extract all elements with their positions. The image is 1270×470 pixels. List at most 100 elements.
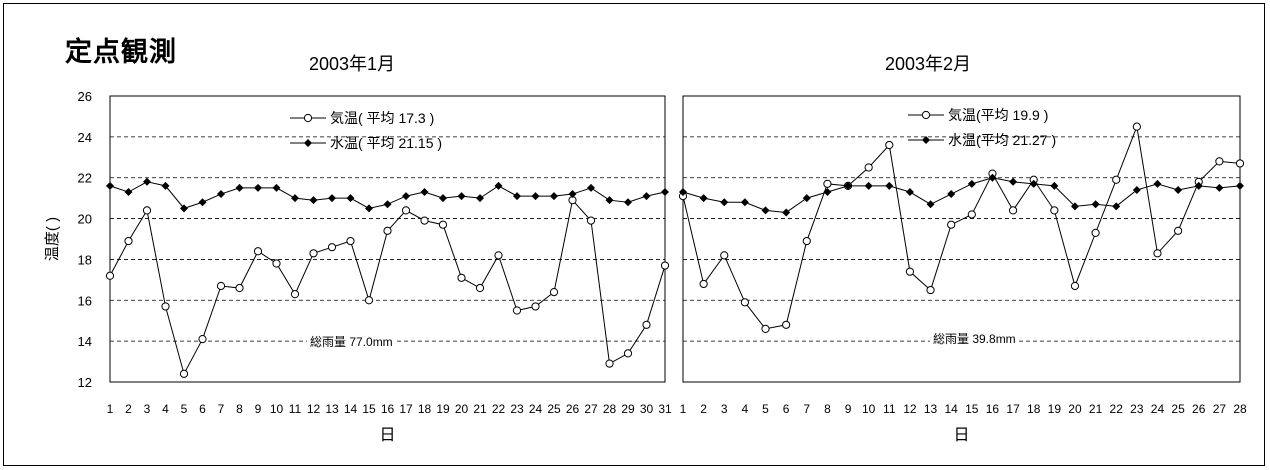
x-tick-label: 21: [1089, 402, 1103, 416]
x-tick-label: 1: [680, 402, 687, 416]
x-tick-label: 14: [945, 402, 959, 416]
data-point-air-temp: [782, 320, 791, 329]
annotation-background: [930, 331, 1019, 347]
x-tick-label: 15: [965, 402, 979, 416]
data-point-air-temp: [1153, 249, 1162, 258]
data-point-air-temp: [1050, 206, 1059, 215]
rainfall-annotation: 総雨量 39.8mm: [933, 332, 1016, 346]
data-point-air-temp: [1132, 122, 1141, 131]
rainfall-annotation: 総雨量 77.0mm: [310, 335, 393, 349]
x-tick-label: 21: [473, 402, 487, 416]
data-point-air-temp: [179, 369, 189, 378]
data-point-air-temp: [864, 163, 873, 172]
data-point-water-temp: [346, 194, 355, 203]
x-tick-label: 16: [986, 402, 1000, 416]
x-tick-label: 13: [325, 402, 339, 416]
x-axis-label: 日: [953, 427, 969, 444]
data-point-air-temp: [235, 283, 244, 293]
x-tick-label: 18: [1027, 402, 1041, 416]
x-tick-label: 7: [218, 402, 225, 416]
x-tick-label: 20: [1068, 402, 1082, 416]
x-tick-label: 2: [700, 402, 707, 416]
plot-area-1: [109, 95, 666, 383]
data-point-water-temp: [823, 188, 832, 197]
data-point-water-temp: [309, 196, 318, 205]
x-tick-label: 18: [418, 402, 432, 416]
data-point-air-temp: [512, 306, 522, 315]
data-point-air-temp: [642, 320, 651, 329]
data-point-water-temp: [605, 196, 614, 205]
data-point-water-temp: [106, 181, 114, 190]
data-point-water-temp: [1153, 179, 1162, 188]
data-point-air-temp: [105, 271, 115, 280]
data-point-air-temp: [401, 206, 411, 215]
data-point-air-temp: [1215, 157, 1224, 166]
x-tick-label: 6: [199, 402, 206, 416]
data-point-air-temp: [364, 296, 374, 305]
data-point-air-temp: [823, 179, 832, 188]
data-point-water-temp: [513, 192, 521, 201]
data-point-air-temp: [475, 283, 485, 293]
data-point-water-temp: [1029, 179, 1038, 188]
x-tick-label: 2: [125, 402, 132, 416]
data-point-water-temp: [476, 194, 484, 203]
x-tick-label: 28: [603, 402, 617, 416]
data-point-air-temp: [905, 267, 915, 276]
x-axis-label: 日: [379, 427, 395, 444]
x-tick-label: 19: [1048, 402, 1062, 416]
data-point-air-temp: [1091, 228, 1100, 237]
x-tick-label: 16: [381, 402, 395, 416]
legend-marker-air-temp: [921, 110, 931, 120]
x-tick-label: 15: [362, 402, 376, 416]
data-point-air-temp: [531, 302, 540, 311]
page-title: 定点観測: [65, 37, 177, 68]
legend-marker-water-temp: [922, 136, 930, 144]
x-tick-label: 1: [107, 402, 114, 416]
data-point-air-temp: [1112, 175, 1121, 184]
y-tick-label: 16: [78, 293, 92, 308]
data-point-air-temp: [605, 359, 614, 368]
data-point-air-temp: [290, 290, 300, 299]
x-tick-label: 3: [721, 402, 728, 416]
x-tick-label: 27: [584, 402, 598, 416]
data-point-air-temp: [420, 216, 429, 225]
y-tick-label: 18: [78, 252, 92, 267]
y-tick-label: 14: [78, 334, 92, 349]
x-tick-label: 17: [399, 402, 413, 416]
data-point-water-temp: [1112, 202, 1121, 211]
data-point-air-temp: [967, 210, 976, 219]
data-point-air-temp: [623, 349, 633, 358]
x-tick-label: 22: [492, 402, 506, 416]
data-point-air-temp: [586, 216, 596, 225]
x-tick-label: 17: [1006, 402, 1020, 416]
annotation-background: [307, 334, 396, 350]
data-point-water-temp: [402, 192, 410, 201]
x-tick-label: 10: [270, 402, 284, 416]
data-point-water-temp: [844, 181, 853, 190]
data-point-water-temp: [905, 188, 914, 197]
data-point-air-temp: [1235, 159, 1245, 168]
data-point-water-temp: [1174, 185, 1183, 194]
x-tick-label: 24: [529, 402, 543, 416]
data-point-water-temp: [568, 190, 577, 199]
data-point-air-temp: [346, 236, 355, 246]
data-point-air-temp: [549, 288, 559, 297]
x-tick-label: 3: [144, 402, 151, 416]
chart-title: 2003年1月: [309, 54, 395, 74]
x-tick-label: 11: [883, 402, 896, 416]
y-axis-label: 温度( ): [44, 217, 61, 261]
data-point-air-temp: [142, 206, 152, 215]
data-point-water-temp: [1194, 181, 1203, 190]
data-point-air-temp: [1174, 226, 1183, 235]
data-point-water-temp: [180, 204, 188, 213]
data-point-water-temp: [885, 181, 894, 190]
data-point-air-temp: [947, 220, 956, 229]
data-point-air-temp: [1008, 206, 1018, 215]
x-tick-label: 14: [344, 402, 358, 416]
data-point-water-temp: [720, 198, 729, 207]
data-point-water-temp: [328, 194, 336, 203]
data-point-air-temp: [438, 220, 448, 229]
data-point-water-temp: [550, 192, 558, 201]
data-point-air-temp: [699, 279, 708, 289]
x-tick-label: 12: [307, 402, 321, 416]
